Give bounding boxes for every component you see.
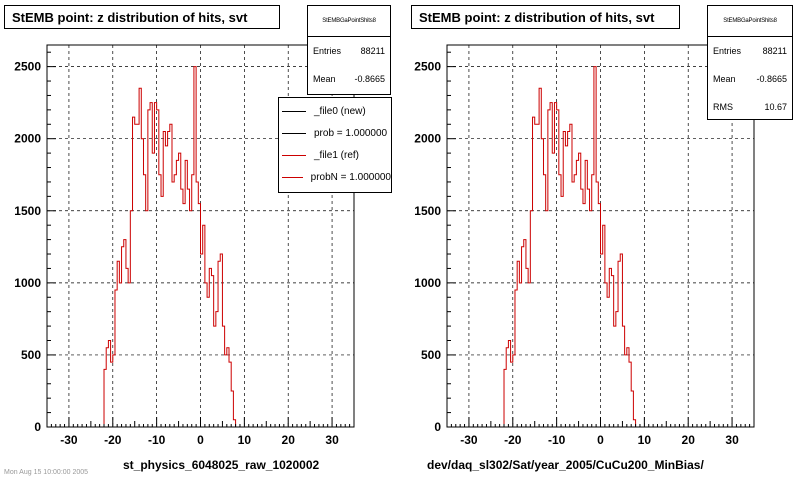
y-tick-label: 2500	[14, 60, 41, 74]
histogram-series-line	[47, 66, 354, 428]
legend-label: _file1 (ref)	[314, 149, 360, 161]
right-stats-rms-label: RMS	[713, 102, 733, 112]
legend-entry-prob: prob = 1.000000	[279, 122, 391, 144]
y-tick-label: 500	[21, 348, 41, 362]
right-stats-rms-value: 10.67	[764, 102, 787, 112]
timestamp-note: Mon Aug 15 10:00:00 2005	[4, 469, 89, 476]
x-tick-label: 0	[597, 433, 604, 447]
left-histogram-plot: -30 -20 -10 0 10 20 30 0 500 1000 1500 2000 2500	[14, 44, 355, 447]
left-stats-entries-value: 88211	[360, 46, 385, 56]
x-tick-label: -30	[60, 433, 78, 447]
right-chart-title: StEMB point: z distribution of hits, svt	[411, 5, 680, 29]
right-stats-header: StEMBGaPointShits8	[708, 6, 792, 37]
y-tick-label: 2000	[14, 132, 41, 146]
y-tick-label: 1000	[14, 276, 41, 290]
left-x-axis-title: st_physics_6048025_raw_1020002	[123, 458, 320, 472]
right-stats-entries-label: Entries	[713, 46, 742, 56]
right-histogram-plot: -30 -20 -10 0 10 20 30 0 500 1000 1500 2000 2500	[414, 44, 755, 447]
right-stats-mean-value: -0.8665	[756, 74, 787, 84]
x-tick-label: -20	[504, 433, 522, 447]
y-tick-label: 1500	[14, 204, 41, 218]
x-tick-label: 10	[638, 433, 652, 447]
left-stats-mean-label: Mean	[313, 74, 336, 84]
legend-label: prob = 1.000000	[314, 127, 388, 139]
legend-line-swatch	[282, 176, 303, 178]
x-tick-label: -30	[460, 433, 478, 447]
legend-label: _file0 (new)	[314, 105, 366, 117]
y-tick-label: 0	[434, 420, 441, 434]
right-stats-rms-row: RMS 10.67	[708, 93, 792, 121]
x-tick-label: 20	[682, 433, 696, 447]
legend-entry-file0: _file0 (new)	[279, 100, 391, 122]
left-pad: -30 -20 -10 0 10 20 30 0 500 1000 1500 2000 2500 StE…	[4, 5, 392, 476]
legend-entry-probn: probN = 1.000000	[279, 166, 391, 188]
left-stats-mean-value: -0.8665	[354, 74, 385, 84]
right-stats-box: StEMBGaPointShits8 Entries 88211 Mean -0…	[707, 5, 793, 120]
x-tick-label: 30	[725, 433, 739, 447]
x-tick-label: -20	[104, 433, 122, 447]
legend-entry-file1: _file1 (ref)	[279, 144, 391, 166]
x-tick-label: 0	[197, 433, 204, 447]
y-tick-label: 2000	[414, 132, 441, 146]
left-stats-entries-row: Entries 88211	[308, 37, 390, 65]
x-tick-label: -10	[148, 433, 166, 447]
left-stats-header: StEMBGaPointShits8	[308, 6, 390, 37]
y-tick-label: 1500	[414, 204, 441, 218]
legend-line-swatch	[282, 110, 306, 112]
right-stats-entries-value: 88211	[762, 46, 787, 56]
right-stats-entries-row: Entries 88211	[708, 37, 792, 65]
left-stats-box: StEMBGaPointShits8 Entries 88211 Mean -0…	[307, 5, 391, 95]
right-stats-mean-label: Mean	[713, 74, 736, 84]
x-tick-label: 10	[238, 433, 252, 447]
x-tick-label: 20	[282, 433, 296, 447]
y-tick-label: 500	[421, 348, 441, 362]
y-tick-label: 2500	[414, 60, 441, 74]
y-tick-label: 1000	[414, 276, 441, 290]
legend-label: probN = 1.000000	[310, 171, 391, 183]
legend-box: _file0 (new) prob = 1.000000 _file1 (ref…	[278, 97, 392, 193]
y-tick-label: 0	[34, 420, 41, 434]
right-pad: -30 -20 -10 0 10 20 30 0 500 1000 1500 2000 2500 StE…	[400, 0, 800, 480]
left-chart-title: StEMB point: z distribution of hits, svt	[4, 5, 280, 29]
legend-line-swatch	[282, 154, 306, 156]
x-tick-label: -10	[548, 433, 566, 447]
histogram-series-line	[447, 66, 754, 428]
left-stats-mean-row: Mean -0.8665	[308, 65, 390, 93]
right-stats-mean-row: Mean -0.8665	[708, 65, 792, 93]
right-x-axis-title: dev/daq_sl302/Sat/year_2005/CuCu200_MinB…	[427, 458, 704, 472]
x-tick-label: 30	[325, 433, 339, 447]
legend-line-swatch	[282, 132, 306, 134]
left-stats-entries-label: Entries	[313, 46, 342, 56]
